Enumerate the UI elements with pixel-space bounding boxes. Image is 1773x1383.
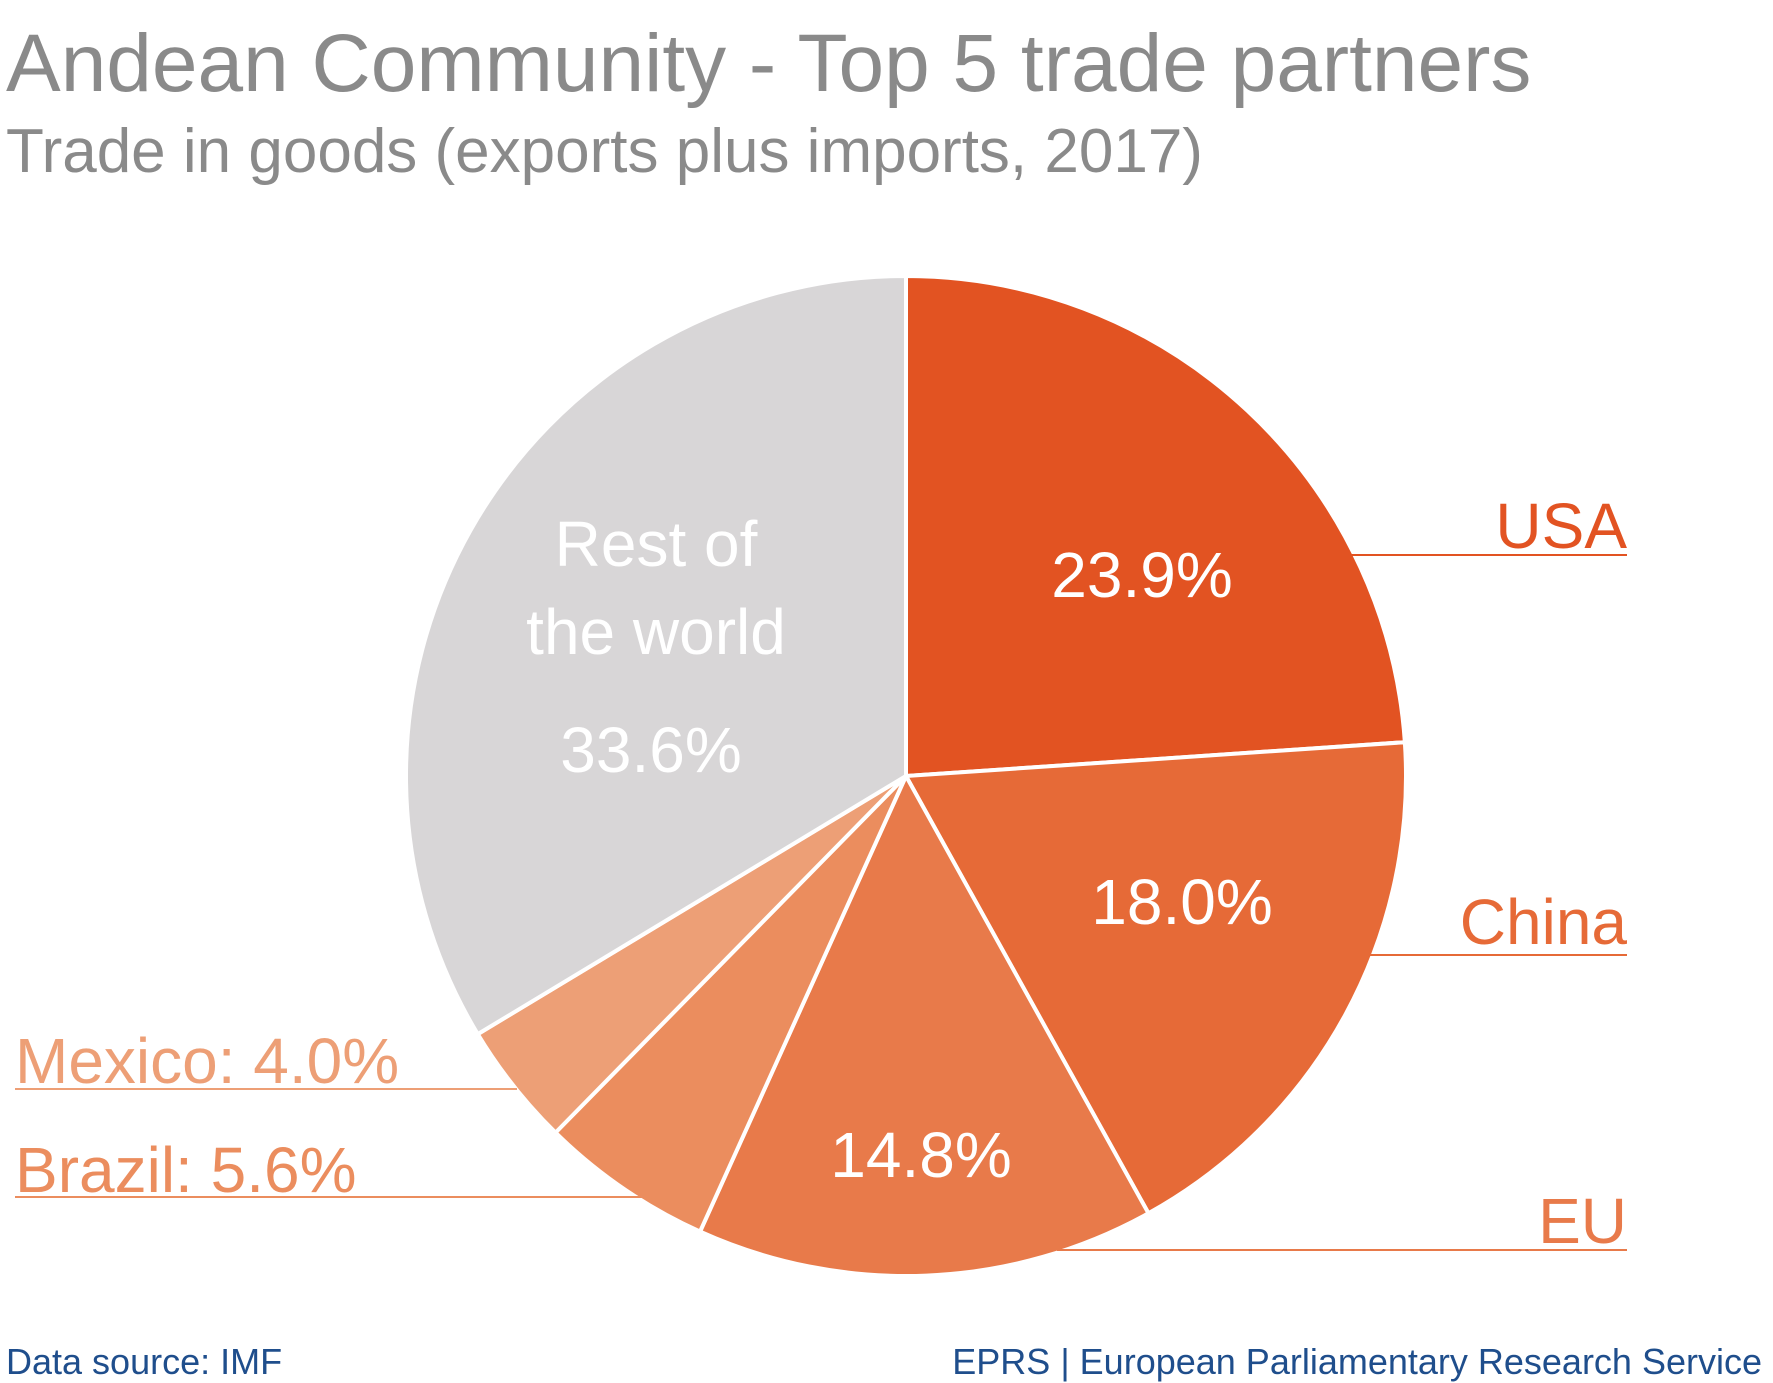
footer-credit: EPRS | European Parliamentary Research S… bbox=[952, 1341, 1762, 1382]
data-label-china: 18.0% bbox=[1091, 866, 1272, 938]
data-label-eu: 14.8% bbox=[830, 1119, 1011, 1191]
pie-slice-eu bbox=[697, 771, 1152, 1278]
legend-label-usa: USA bbox=[1495, 490, 1627, 562]
chart-subtitle: Trade in goods (exports plus imports, 20… bbox=[6, 117, 1203, 186]
chart-title: Andean Community - Top 5 trade partners bbox=[6, 18, 1531, 109]
legend-label-china: China bbox=[1460, 886, 1628, 958]
data-label-rest-line1: Rest of bbox=[555, 508, 758, 580]
data-label-rest: 33.6% bbox=[560, 714, 741, 786]
data-label-rest-line2: the world bbox=[526, 596, 786, 668]
pie-slice-brazil bbox=[552, 774, 908, 1235]
pie-slice-china bbox=[902, 740, 1408, 1216]
legend-label-brazil: Brazil: 5.6% bbox=[15, 1134, 356, 1206]
legend-label-mexico: Mexico: 4.0% bbox=[15, 1025, 399, 1097]
legend-label-eu: EU bbox=[1538, 1185, 1627, 1257]
pie-slice-rest-of-the-world bbox=[404, 273, 908, 1037]
data-label-usa: 23.9% bbox=[1051, 539, 1232, 611]
footer-source: Data source: IMF bbox=[6, 1341, 282, 1382]
pie-slice-usa bbox=[904, 273, 1407, 779]
